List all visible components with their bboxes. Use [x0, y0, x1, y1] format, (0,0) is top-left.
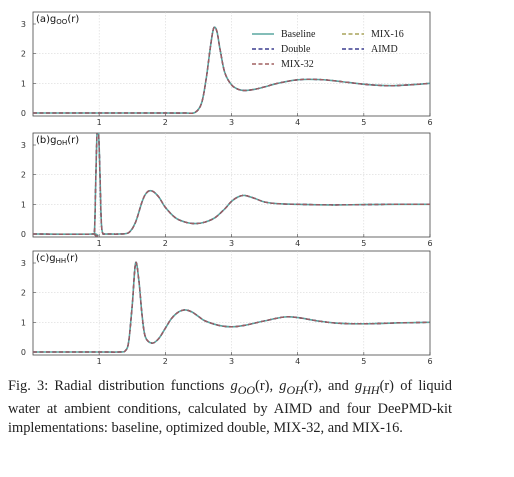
y-tick-label: 1	[21, 79, 26, 88]
caption-symbol-goo: gOO	[230, 378, 256, 397]
caption-symbol-ghh: gHH	[355, 378, 380, 397]
legend-label: MIX-32	[281, 59, 314, 70]
x-tick-label: 3	[229, 118, 234, 127]
x-tick-label: 5	[361, 357, 366, 366]
legend-label: Baseline	[281, 29, 316, 40]
y-tick-label: 3	[21, 259, 26, 268]
x-tick-label: 5	[361, 118, 366, 127]
legend-label: AIMD	[371, 44, 398, 55]
legend: Baseline MIX-16 Double AIMD MIX-32	[252, 29, 404, 70]
caption-sep-2: , and	[318, 378, 356, 394]
y-tick-label: 0	[21, 109, 26, 118]
x-tick-label: 4	[295, 239, 300, 248]
series-line-mix-32	[33, 261, 430, 353]
x-tick-label: 1	[97, 118, 102, 127]
y-tick-label: 2	[21, 289, 26, 298]
x-tick-label: 6	[427, 357, 432, 366]
y-tick-label: 1	[21, 200, 26, 209]
panel-3: 1 2 3 4 5 6 0 1 2 3 (c)gHH(r)	[21, 250, 433, 366]
series-line-baseline	[33, 133, 430, 237]
x-tick-label: 4	[295, 118, 300, 127]
series-line-aimd	[33, 133, 430, 237]
y-tick-label: 3	[21, 20, 26, 29]
legend-label: MIX-16	[371, 29, 404, 40]
x-tick-label: 3	[229, 357, 234, 366]
x-tick-label: 6	[427, 239, 432, 248]
y-tick-label: 1	[21, 318, 26, 327]
panel-label: (b)gOH(r)	[36, 135, 79, 147]
panel-label: (c)gHH(r)	[36, 253, 78, 265]
y-tick-label: 2	[21, 50, 26, 59]
legend-label: Double	[281, 44, 311, 55]
x-tick-label: 2	[163, 118, 168, 127]
caption-text-2: of liquid water at ambient conditions, c…	[8, 378, 452, 436]
x-tick-label: 1	[97, 239, 102, 248]
y-tick-label: 3	[21, 141, 26, 150]
series-line-double	[33, 133, 430, 237]
caption-text-1: Fig. 3: Radial distribution functions	[8, 378, 231, 394]
x-tick-label: 5	[361, 239, 366, 248]
rdf-figure: 1 2 3 4 5 6 0 1 2 3 (a)gOO(r) 1 2 3 4 5 6 0 1 2 3 (b)gOH(r) 1 2…	[21, 11, 433, 366]
caption-r-2: (r)	[303, 378, 319, 394]
panel-1: 1 2 3 4 5 6 0 1 2 3 (a)gOO(r)	[21, 11, 433, 127]
panel-label: (a)gOO(r)	[36, 14, 79, 26]
x-tick-label: 1	[97, 357, 102, 366]
x-tick-label: 2	[163, 239, 168, 248]
x-tick-label: 6	[427, 118, 432, 127]
y-tick-label: 2	[21, 171, 26, 180]
figure-caption: Fig. 3: Radial distribution functions gO…	[8, 377, 452, 438]
caption-sep-1: ,	[269, 378, 280, 394]
panel-2: 1 2 3 4 5 6 0 1 2 3 (b)gOH(r)	[21, 132, 433, 248]
x-tick-label: 3	[229, 239, 234, 248]
y-tick-label: 0	[21, 230, 26, 239]
caption-r-1: (r)	[255, 378, 270, 394]
y-tick-label: 0	[21, 348, 26, 357]
x-tick-label: 4	[295, 357, 300, 366]
series-line-mix-32	[33, 133, 430, 237]
x-tick-label: 2	[163, 357, 168, 366]
caption-r-3: (r)	[379, 378, 394, 394]
series-line-mix-16	[33, 133, 430, 237]
series-line-mix-32	[33, 26, 430, 114]
caption-symbol-goh: gOH	[279, 378, 304, 397]
